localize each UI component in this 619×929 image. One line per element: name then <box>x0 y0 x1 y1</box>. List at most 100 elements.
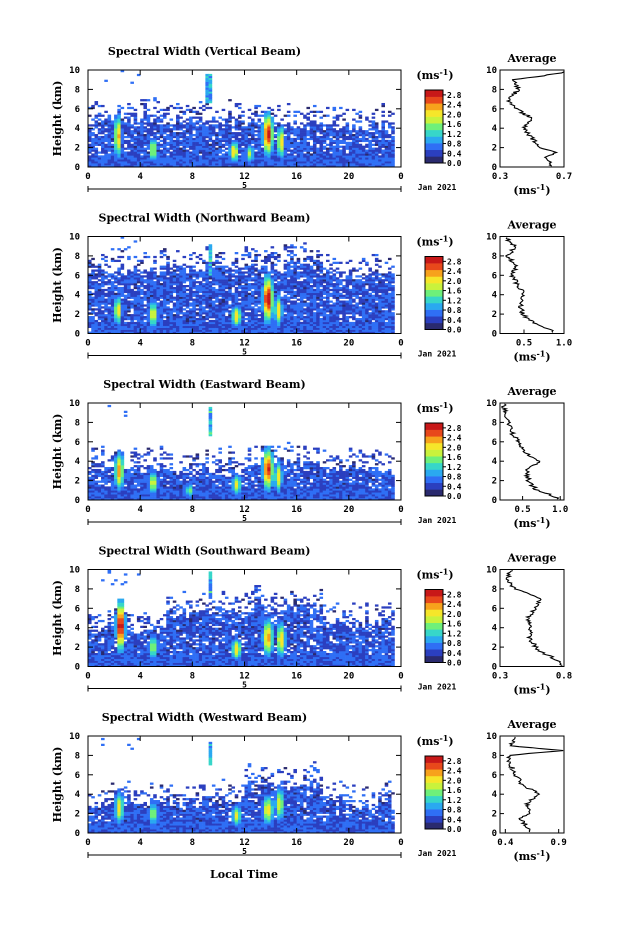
heatmap-cell <box>91 163 95 166</box>
heatmap-cell <box>107 281 112 284</box>
heatmap-cell <box>322 321 327 325</box>
heatmap-cell <box>257 143 262 146</box>
heatmap-cell <box>123 331 128 334</box>
heatmap-cell <box>143 118 147 121</box>
heatmap-cell <box>179 298 183 301</box>
heatmap-cell <box>146 161 151 164</box>
heatmap-cell <box>205 91 209 94</box>
heatmap-cell <box>244 314 249 317</box>
heatmap-cell <box>267 126 271 129</box>
heatmap-cell <box>143 112 147 115</box>
heatmap-cell <box>241 312 245 315</box>
heatmap-cell <box>120 325 125 328</box>
heatmap-cell <box>286 279 291 282</box>
heatmap-cell <box>107 321 112 325</box>
heatmap-cell <box>312 329 317 332</box>
heatmap-cell <box>303 281 307 284</box>
heatmap-cell <box>241 126 245 129</box>
heatmap-cell <box>335 132 340 135</box>
heatmap-cell <box>166 321 170 325</box>
heatmap-cell <box>283 145 288 148</box>
heatmap-cell <box>221 271 226 274</box>
heatmap-cell <box>339 283 343 286</box>
heatmap-cell <box>290 329 294 332</box>
heatmap-cell <box>136 300 141 303</box>
heatmap-cell <box>114 126 118 129</box>
heatmap-cell <box>247 159 252 162</box>
heatmap-cell <box>208 244 213 247</box>
heatmap-cell <box>260 321 265 325</box>
heatmap-cell <box>88 124 92 127</box>
heatmap-cell <box>146 157 151 160</box>
colorbar-unit: (ms-1) <box>416 67 453 82</box>
heatmap-cell <box>335 149 340 152</box>
heatmap-cell <box>88 294 92 297</box>
heatmap-cell <box>322 273 327 276</box>
heatmap-cell <box>241 288 245 292</box>
heatmap-cell <box>136 163 141 166</box>
heatmap-cell <box>195 126 200 129</box>
heatmap-cell <box>299 308 304 311</box>
heatmap-cell <box>332 317 337 321</box>
heatmap-cell <box>153 321 157 325</box>
heatmap-cell <box>101 124 105 127</box>
heatmap-cell <box>169 147 174 150</box>
heatmap-cell <box>123 161 128 164</box>
heatmap-cell <box>185 122 190 125</box>
heatmap-cell <box>303 271 307 274</box>
heatmap-cell <box>97 163 102 166</box>
heatmap-cell <box>283 283 288 286</box>
heatmap-cell <box>140 137 144 141</box>
heatmap-cell <box>251 132 255 135</box>
heatmap-cell <box>104 159 108 162</box>
heatmap-cell <box>228 281 232 284</box>
heatmap-cell <box>211 286 216 290</box>
y-tick-label: 10 <box>69 66 80 76</box>
heatmap-cell <box>228 124 232 127</box>
heatmap-cell <box>224 327 229 330</box>
heatmap-cell <box>146 304 151 307</box>
heatmap-cell <box>251 139 255 143</box>
heatmap-cell <box>166 165 170 168</box>
heatmap-cell <box>309 267 314 270</box>
heatmap-cell <box>303 143 307 146</box>
heatmap-cell <box>205 99 209 102</box>
heatmap-cell <box>234 102 239 106</box>
heatmap-cell <box>215 298 219 301</box>
heatmap-cell <box>153 149 157 152</box>
heatmap-cell <box>319 319 324 323</box>
heatmap-cell <box>277 255 281 259</box>
heatmap-cell <box>299 290 304 294</box>
heatmap-cell <box>234 147 239 150</box>
heatmap-cell <box>162 248 167 251</box>
heatmap-cell <box>169 317 174 321</box>
heatmap-cell <box>306 132 311 135</box>
heatmap-cell <box>280 298 284 301</box>
heatmap-cell <box>159 157 164 160</box>
heatmap-cell <box>215 265 219 268</box>
heatmap-cell <box>244 141 249 145</box>
heatmap-cell <box>264 126 268 129</box>
heatmap-cell <box>244 253 249 257</box>
heatmap-cell <box>326 277 330 280</box>
heatmap-cell <box>322 319 327 323</box>
heatmap-cell <box>169 319 174 323</box>
heatmap-cell <box>257 290 262 294</box>
heatmap-cell <box>166 112 170 115</box>
heatmap-cell <box>198 118 203 121</box>
heatmap-cell <box>329 308 333 311</box>
heatmap-cell <box>189 151 193 154</box>
heatmap-cell <box>169 290 174 294</box>
heatmap-cell <box>182 271 187 274</box>
heatmap-cell <box>110 155 115 158</box>
heatmap-cell <box>283 153 288 156</box>
heatmap-cell <box>91 286 95 290</box>
heatmap-cell <box>140 296 144 299</box>
heatmap-cell <box>195 163 200 166</box>
heatmap-cell <box>149 331 154 334</box>
heatmap-cell <box>361 161 366 164</box>
heatmap-cell <box>91 327 95 330</box>
heatmap-cell <box>94 139 99 143</box>
heatmap-cell <box>215 273 219 276</box>
heatmap-cell <box>384 147 389 150</box>
